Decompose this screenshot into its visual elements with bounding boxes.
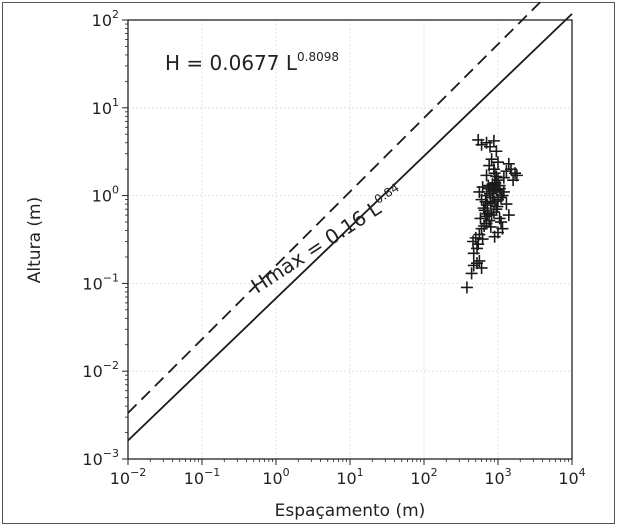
y-tick-exponent: −3 [103,447,119,460]
y-tick-exponent: −2 [103,359,119,372]
scatter-point [474,212,487,225]
scatter-point [465,267,478,280]
y-tick-label: 10−3 [82,447,119,469]
y-tick-base: 10 [92,187,112,206]
x-tick-base: 10 [484,469,504,488]
scatter-point [475,261,488,274]
scatter-point [502,157,515,170]
y-tick-exponent: 0 [112,184,119,197]
x-tick-label: 101 [336,466,363,488]
x-tick-exponent: 2 [431,466,438,479]
scatter-point [509,167,522,180]
y-tick-label: 10−2 [82,359,119,381]
x-tick-exponent: 1 [357,466,364,479]
scatter-point [496,189,509,202]
scatter-point [483,182,496,195]
y-tick-base: 10 [92,99,112,118]
fit-equation-exponent: 0.8098 [297,50,339,64]
scatter-point [496,222,509,235]
x-tick-exponent: −1 [204,466,220,479]
scatter-point [488,230,501,243]
scatter-point [472,133,485,146]
y-tick-label: 101 [92,96,119,118]
scatter-point [484,220,497,233]
scatter-point [510,169,523,182]
x-tick-label: 10−1 [184,466,221,488]
x-tick-base: 10 [110,469,130,488]
scatter-point [487,163,500,176]
y-tick-base: 10 [82,450,102,469]
x-tick-exponent: −2 [130,466,146,479]
scatter-point [492,156,504,169]
scatter-point [479,210,492,223]
scatter-points [460,133,523,294]
x-tick-base: 10 [336,469,356,488]
scatter-point [480,169,493,182]
fit-equation-text: H = 0.0677 L [165,51,298,75]
scatter-point [488,181,501,194]
fit-lines [127,0,573,442]
hmax-equation-exponent: 0.84 [372,180,402,206]
scatter-point [493,212,506,225]
y-tick-exponent: 1 [112,96,119,109]
y-tick-exponent: −1 [103,271,119,284]
scatter-point [473,254,486,267]
y-tick-exponent: 2 [112,8,119,21]
scatter-point [487,134,500,147]
grid [127,19,573,460]
x-tick-label: 102 [410,466,437,488]
x-tick-exponent: 4 [579,466,586,479]
x-tick-label: 104 [558,466,585,488]
x-axis-label: Espaçamento (m) [275,501,426,521]
x-tick-label: 100 [262,466,289,488]
fit-solid-line [127,13,573,442]
y-tick-base: 10 [92,11,112,30]
scatter-point [497,171,510,184]
x-tick-base: 10 [558,469,578,488]
scatter-point [478,204,491,217]
hmax-equation-text: Hmax = 0.16 L [247,195,386,298]
scatter-point [490,170,503,183]
scatter-point [478,220,491,233]
y-tick-label: 100 [92,184,119,206]
x-tick-base: 10 [262,469,282,488]
scatter-point [486,191,499,204]
hmax-equation-annotation: Hmax = 0.16 L0.84 [246,180,408,298]
x-tick-exponent: 3 [505,466,512,479]
scatter-point [479,195,492,208]
x-tick-exponent: 0 [283,466,290,479]
scatter-point [491,200,504,213]
scatter-point [493,179,506,192]
scatter-point [460,281,473,294]
y-tick-base: 10 [82,362,102,381]
scatter-point [475,222,488,235]
x-tick-base: 10 [184,469,204,488]
scatter-point [473,185,486,198]
x-tick-base: 10 [410,469,430,488]
y-axis-label: Altura (m) [25,197,45,283]
scatter-point [472,238,485,251]
y-tick-label: 10−1 [82,271,119,293]
scatter-point [502,209,515,222]
scatter-point [485,153,498,166]
fit-equation-annotation: H = 0.0677 L0.8098 [165,50,339,75]
y-tick-label: 102 [92,8,119,30]
x-tick-label: 103 [484,466,511,488]
scatter-point [490,145,503,158]
scatter-point [500,198,513,211]
scatter-point [490,203,503,216]
x-tick-label: 10−2 [110,466,147,488]
y-tick-base: 10 [82,274,102,293]
hmax-dashed-line [127,0,544,414]
axis-ticks: 10−2 10−1 100 101 102 103 10410−310−210−110010… [82,8,585,488]
figure-frame [2,2,615,524]
